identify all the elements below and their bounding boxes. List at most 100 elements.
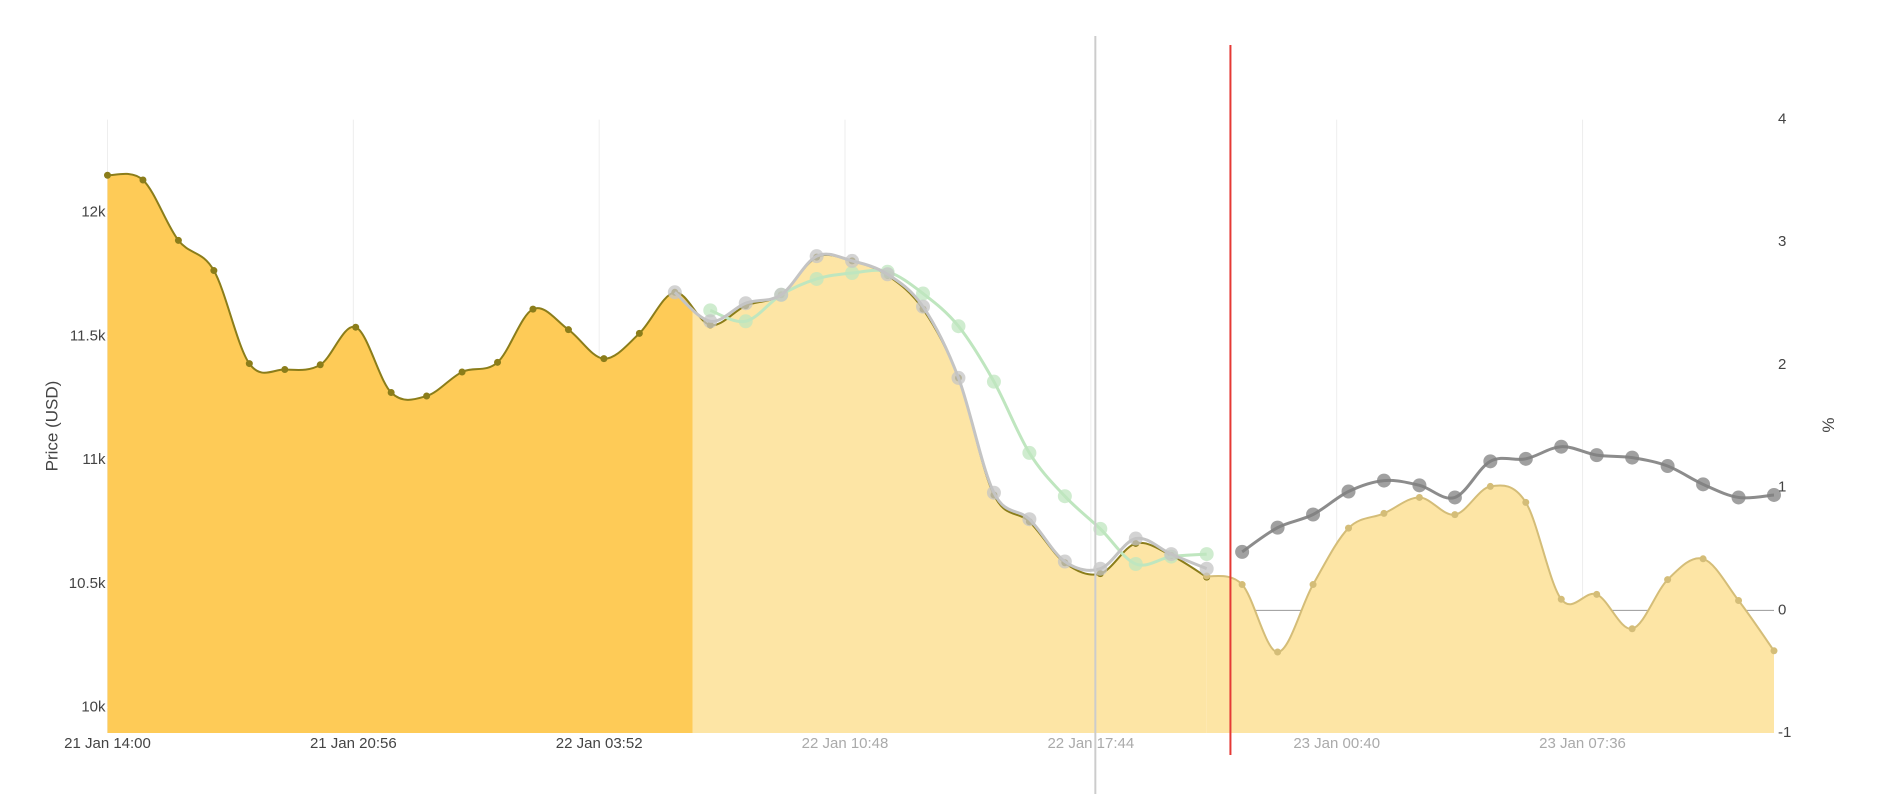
data-point xyxy=(1270,520,1285,535)
data-point xyxy=(703,303,718,318)
data-point xyxy=(845,253,860,268)
data-point xyxy=(1057,489,1072,504)
data-point xyxy=(916,286,931,301)
y2-tick-label: 3 xyxy=(1778,233,1786,250)
data-point xyxy=(667,285,682,300)
data-point xyxy=(423,392,431,400)
data-point xyxy=(1589,448,1604,463)
data-point xyxy=(1628,625,1636,633)
data-point xyxy=(564,326,572,334)
data-point xyxy=(600,355,608,363)
data-point xyxy=(738,314,753,329)
data-point xyxy=(1557,595,1565,603)
series-line xyxy=(1241,445,1775,554)
data-point xyxy=(1767,487,1781,502)
data-point xyxy=(1554,439,1569,454)
y2-tick-label: 1 xyxy=(1778,479,1786,496)
data-point xyxy=(1660,459,1675,474)
data-point xyxy=(1664,576,1672,584)
data-point xyxy=(1341,484,1356,499)
data-point xyxy=(1380,509,1388,517)
data-point xyxy=(1770,647,1778,655)
data-point xyxy=(1447,490,1462,505)
data-point xyxy=(210,267,218,275)
data-point xyxy=(635,329,643,337)
data-point xyxy=(104,171,111,179)
data-point xyxy=(1699,555,1707,563)
y-tick-label: 11k xyxy=(82,451,106,468)
data-point xyxy=(845,266,860,281)
data-point xyxy=(1735,597,1743,605)
data-point xyxy=(139,176,147,184)
y2-tick-label: 4 xyxy=(1778,111,1786,128)
data-point xyxy=(1412,478,1427,493)
data-point xyxy=(951,319,966,334)
data-point xyxy=(951,370,966,385)
data-point xyxy=(774,287,789,302)
data-point xyxy=(986,485,1001,500)
x-tick-label: 21 Jan 20:56 xyxy=(310,735,397,752)
data-point xyxy=(703,314,718,329)
data-point xyxy=(1625,450,1640,465)
y-tick-label: 11.5k xyxy=(70,327,106,344)
data-point xyxy=(1199,561,1214,576)
data-point xyxy=(174,236,182,244)
data-point xyxy=(1593,590,1601,598)
data-point xyxy=(1093,561,1108,576)
y-axis-title: Price (USD) xyxy=(42,381,61,472)
data-point xyxy=(1518,451,1533,466)
data-point xyxy=(916,299,931,314)
data-point xyxy=(809,249,824,264)
data-point xyxy=(1522,498,1530,506)
data-point xyxy=(1199,547,1214,562)
data-point xyxy=(1415,493,1423,501)
data-point xyxy=(387,389,395,397)
data-point xyxy=(880,267,895,282)
data-point xyxy=(1057,554,1072,569)
data-point xyxy=(809,271,824,286)
x-tick-label: 22 Jan 10:48 xyxy=(802,735,889,752)
area-fill xyxy=(1206,485,1774,733)
y2-tick-label: -1 xyxy=(1778,724,1791,741)
data-point xyxy=(1235,544,1250,559)
data-point xyxy=(1309,581,1317,589)
y2-tick-label: 2 xyxy=(1778,356,1786,373)
x-tick-label: 22 Jan 03:52 xyxy=(556,735,643,752)
data-point xyxy=(738,296,753,311)
data-point xyxy=(1376,473,1391,488)
data-point xyxy=(458,368,466,376)
x-tick-label: 21 Jan 14:00 xyxy=(64,735,151,752)
data-point xyxy=(986,374,1001,389)
data-point xyxy=(1451,511,1459,519)
x-tick-label: 22 Jan 17:44 xyxy=(1047,735,1134,752)
area-fill xyxy=(107,173,1207,733)
data-point xyxy=(1306,507,1321,522)
data-point xyxy=(1483,454,1498,469)
x-tick-label: 23 Jan 07:36 xyxy=(1539,735,1626,752)
data-point xyxy=(494,358,502,366)
data-point xyxy=(352,323,360,331)
y-tick-label: 10.5k xyxy=(69,575,106,592)
data-point xyxy=(1093,521,1108,536)
y-tick-label: 12k xyxy=(81,204,106,221)
data-point xyxy=(245,360,253,368)
x-tick-label: 23 Jan 00:40 xyxy=(1293,735,1380,752)
data-point xyxy=(1164,547,1179,562)
data-point xyxy=(1486,482,1494,490)
data-point xyxy=(1345,524,1353,532)
y2-tick-label: 0 xyxy=(1778,601,1786,618)
y2-axis-title: % xyxy=(1819,417,1838,432)
data-point xyxy=(1696,477,1711,492)
series-line xyxy=(673,252,1208,572)
data-point xyxy=(1274,648,1282,656)
data-point xyxy=(1238,581,1246,589)
y-tick-label: 10k xyxy=(81,698,106,715)
data-point xyxy=(316,361,324,369)
data-point xyxy=(1022,445,1037,460)
data-point xyxy=(1731,490,1746,505)
data-point xyxy=(281,366,289,374)
data-point xyxy=(1128,556,1143,571)
data-point xyxy=(1022,512,1037,527)
